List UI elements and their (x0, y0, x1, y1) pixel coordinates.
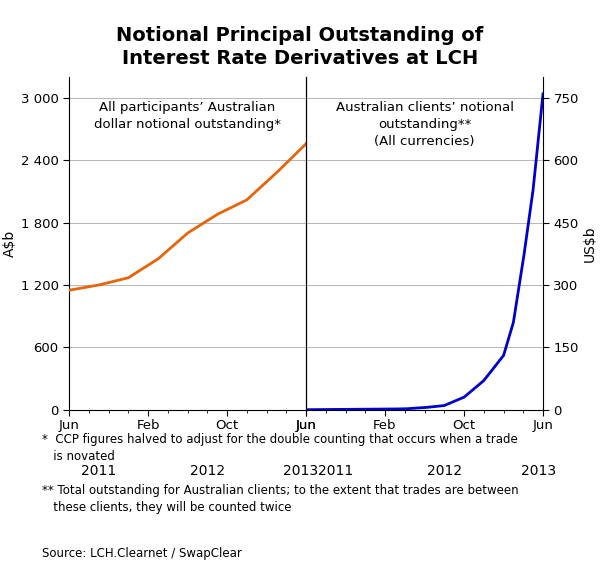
Text: Source: LCH.Clearnet / SwapClear: Source: LCH.Clearnet / SwapClear (42, 547, 242, 560)
Text: 2012: 2012 (190, 464, 225, 478)
Text: All participants’ Australian
dollar notional outstanding*: All participants’ Australian dollar noti… (94, 101, 281, 131)
Text: 2012: 2012 (427, 464, 462, 478)
Text: 2013: 2013 (521, 464, 556, 478)
Text: Notional Principal Outstanding of
Interest Rate Derivatives at LCH: Notional Principal Outstanding of Intere… (116, 26, 484, 68)
Text: Australian clients’ notional
outstanding**
(All currencies): Australian clients’ notional outstanding… (335, 101, 514, 148)
Text: 2011: 2011 (318, 464, 353, 478)
Text: 2011: 2011 (81, 464, 116, 478)
Y-axis label: A$b: A$b (2, 230, 16, 257)
Text: ** Total outstanding for Australian clients; to the extent that trades are betwe: ** Total outstanding for Australian clie… (42, 484, 518, 514)
Text: 2013: 2013 (284, 464, 319, 478)
Text: *  CCP figures halved to adjust for the double counting that occurs when a trade: * CCP figures halved to adjust for the d… (42, 433, 518, 462)
Y-axis label: US$b: US$b (583, 225, 597, 262)
